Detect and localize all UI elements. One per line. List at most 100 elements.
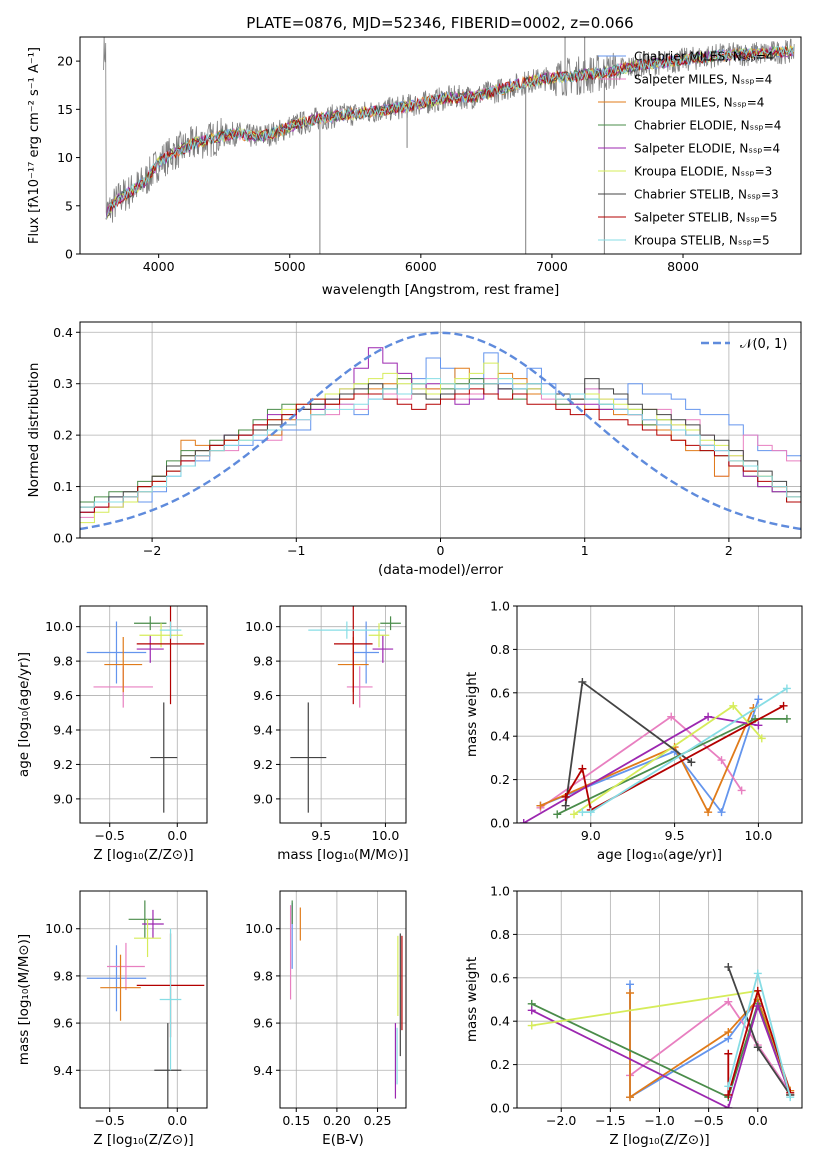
- plot-frame-mass_vs_Z: [79, 890, 208, 1109]
- axes-mass_vs_Z: −0.5 0.0 9.4 9.6 9.8 10.0: [45, 891, 207, 1128]
- legend-entry: Kroupa STELIB, Nₛₛₚ=5: [634, 234, 770, 248]
- legend-entry: Chabrier ELODIE, Nₛₛₚ=4: [634, 119, 781, 133]
- y-tick-label: 9.6: [253, 1016, 273, 1031]
- y-tick-label: 15: [57, 102, 73, 117]
- y-tick-label: 0.4: [490, 729, 510, 744]
- plot-frame-age_vs_Z: [79, 605, 208, 824]
- weight-point-marker: [782, 684, 791, 693]
- y-tick-label: 9.8: [53, 968, 73, 983]
- x-tick-label: 10.0: [372, 828, 400, 843]
- weight-point-marker: [737, 786, 746, 795]
- x-axis-label: Z [log₁₀(Z/Z⊙)]: [93, 847, 193, 863]
- weight-point-marker: [754, 721, 763, 730]
- y-tick-label: 9.4: [253, 1063, 273, 1078]
- model-spectrum-line: [105, 46, 795, 220]
- y-tick-label: 0.0: [490, 816, 510, 831]
- y-tick-label: 0.2: [53, 428, 73, 443]
- weight-series-line: [539, 715, 743, 809]
- model-spectrum-line: [105, 46, 795, 220]
- x-axis-label: E(B-V): [322, 1132, 364, 1148]
- y-tick-label: 10.0: [245, 921, 273, 936]
- weight-point-marker: [570, 810, 578, 819]
- weight-point-marker: [626, 1093, 635, 1102]
- figure-title: PLATE=0876, MJD=52346, FIBERID=0002, z=0…: [246, 14, 633, 32]
- weight-point-marker: [561, 792, 570, 801]
- x-tick-label: −0.5: [693, 1113, 723, 1128]
- legend-entry: Salpeter STELIB, Nₛₛₚ=5: [634, 211, 778, 225]
- x-tick-label: 0.15: [282, 1113, 310, 1128]
- x-axis-label: wavelength [Angstrom, rest frame]: [322, 282, 560, 298]
- weight-point-marker: [724, 962, 733, 971]
- y-axis-label: Normed distribution: [26, 363, 42, 498]
- weight-series-line: [727, 987, 792, 1096]
- hist-plot-area: [80, 331, 801, 531]
- y-tick-label: 0: [65, 247, 73, 262]
- spectrum-plot-area: [103, 37, 795, 254]
- x-tick-label: 8000: [667, 259, 699, 274]
- x-tick-label: −1.0: [644, 1113, 674, 1128]
- y-axis-label: Flux [fλ10⁻¹⁷ erg cm⁻² s⁻¹ A⁻¹]: [27, 47, 42, 244]
- axes-age_vs_mass: 9.5 10.0 9.0 9.2 9.4 9.6 9.8 10.0: [245, 606, 406, 843]
- y-tick-label: 10.0: [245, 619, 273, 634]
- model-spectrum-line: [105, 45, 794, 220]
- weight-series-line: [629, 1000, 791, 1094]
- weight-point-marker: [527, 1021, 536, 1030]
- massweight_vs_Z-plot-area: [527, 962, 795, 1108]
- weight-point-marker: [667, 712, 676, 721]
- y-tick-label: 10.0: [45, 921, 73, 936]
- y-tick-label: 9.2: [53, 757, 73, 772]
- mass_vs_Z-plot-area: [86, 900, 205, 1108]
- y-tick-label: 0.8: [490, 642, 510, 657]
- weight-series-line: [540, 707, 755, 815]
- weight-point-marker: [724, 997, 733, 1006]
- y-tick-label: 9.4: [253, 723, 273, 738]
- weight-point-marker: [687, 758, 696, 767]
- plot-frame-massweight_vs_Z: [516, 890, 803, 1109]
- weight-series-line: [564, 705, 784, 812]
- weight-point-marker: [626, 988, 635, 997]
- y-tick-label: 20: [57, 54, 73, 69]
- y-tick-label: 0.0: [53, 531, 73, 546]
- axes-spectrum: 4000 5000 6000 7000 8000 0 5 10 15 20: [57, 54, 699, 274]
- y-axis-label: mass weight: [464, 957, 480, 1042]
- x-tick-label: −0.5: [95, 1113, 125, 1128]
- legend-entry: Salpeter ELODIE, Nₛₛₚ=4: [634, 142, 780, 156]
- x-axis-label: Z [log₁₀(Z/Z⊙)]: [609, 1132, 709, 1148]
- weight-point-marker: [757, 734, 766, 743]
- mass_vs_ebv-plot-area: [289, 900, 403, 1099]
- y-tick-label: 0.1: [53, 479, 73, 494]
- plot-frame-massweight_vs_age: [516, 605, 803, 824]
- massweight_vs_age-plot-area: [519, 677, 791, 823]
- x-tick-label: 0.0: [167, 828, 187, 843]
- x-tick-label: 9.0: [581, 828, 601, 843]
- x-tick-label: 9.5: [311, 828, 331, 843]
- y-tick-label: 9.0: [253, 791, 273, 806]
- y-axis-label: mass weight: [464, 672, 480, 757]
- weight-point-marker: [561, 801, 570, 810]
- y-tick-label: 9.6: [53, 1016, 73, 1031]
- x-tick-label: 7000: [536, 259, 568, 274]
- legend-entry: Kroupa MILES, Nₛₛₚ=4: [634, 96, 764, 110]
- weight-point-marker: [753, 1043, 762, 1052]
- y-tick-label: 9.4: [53, 723, 73, 738]
- x-tick-label: 1: [581, 543, 589, 558]
- weight-point-marker: [729, 701, 738, 710]
- y-tick-label: 0.3: [53, 376, 73, 391]
- weight-series-line: [531, 1003, 792, 1108]
- weight-point-marker: [578, 808, 587, 817]
- weight-point-marker: [754, 695, 763, 704]
- weight-point-marker: [704, 808, 713, 817]
- y-tick-label: 0.6: [490, 685, 510, 700]
- y-tick-label: 9.8: [253, 654, 273, 669]
- x-tick-label: 0.0: [167, 1113, 187, 1128]
- x-tick-label: 0.0: [748, 1113, 768, 1128]
- model-spectrum-line: [105, 45, 795, 220]
- weight-point-marker: [626, 980, 635, 989]
- y-tick-label: 0.4: [53, 325, 73, 340]
- y-tick-label: 9.0: [53, 791, 73, 806]
- weight-series-line: [540, 699, 760, 815]
- y-tick-label: 10: [57, 150, 73, 165]
- axes-mass_vs_ebv: 0.15 0.20 0.25 9.4 9.6 9.8 10.0: [245, 891, 406, 1128]
- y-axis-label: mass [log₁₀(M/M⊙)]: [16, 934, 32, 1065]
- x-tick-label: −1: [287, 543, 305, 558]
